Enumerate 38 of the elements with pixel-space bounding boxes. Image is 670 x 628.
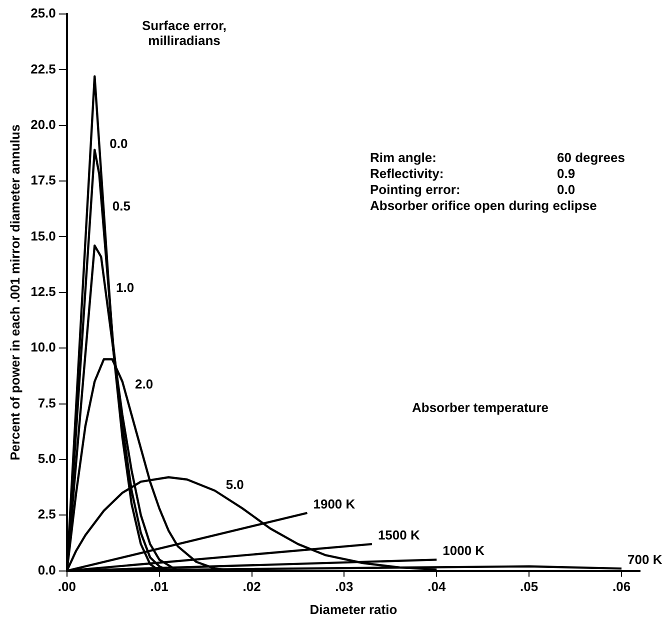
y-tick-label: 20.0 [30, 116, 56, 132]
series-label: 0.5 [112, 198, 130, 214]
annotation: Reflectivity: [370, 166, 444, 181]
series-label: 1000 K [442, 543, 486, 558]
y-axis-title: Percent of power in each .001 mirror diameter annulus [7, 124, 22, 460]
y-tick-label: 10.0 [30, 340, 56, 355]
y-tick-label: 2.5 [38, 506, 56, 522]
series-label: 1900 K [313, 496, 356, 512]
series-label: 2.0 [134, 376, 154, 392]
annotation: 0.0 [557, 182, 576, 197]
y-tick-label: 0.0 [38, 562, 56, 578]
annotation: 60 degrees [557, 150, 625, 165]
annotation: 0.9 [557, 166, 576, 181]
annotation: Surface error, milliradians [142, 18, 227, 48]
annotation: Pointing error: [370, 182, 460, 197]
series-label: 0.0 [110, 136, 128, 152]
annotation: Absorber temperature [412, 400, 549, 415]
y-tick-label: 22.5 [30, 61, 56, 76]
x-tick-label: .05 [520, 579, 538, 594]
series-label: 1500 K [378, 528, 420, 543]
y-tick-label: 17.5 [30, 172, 56, 188]
x-tick-label: .02 [242, 579, 261, 594]
y-tick-label: 5.0 [38, 451, 56, 466]
x-tick-label: .00 [58, 579, 76, 594]
y-tick-label: 12.5 [30, 284, 56, 299]
x-axis-title: Diameter ratio [310, 602, 398, 617]
series-label: 700 K [628, 552, 663, 568]
series-label: 1.0 [116, 280, 134, 295]
x-tick-label: .06 [612, 579, 631, 594]
annotation: Rim angle: [370, 150, 436, 165]
y-tick-label: 7.5 [38, 395, 56, 410]
x-tick-label: .01 [150, 579, 168, 594]
y-tick-label: 25.0 [30, 6, 56, 21]
x-tick-label: .03 [335, 579, 354, 594]
series-label: 5.0 [226, 476, 244, 492]
x-tick-label: .04 [428, 579, 446, 594]
y-tick-label: 15.0 [30, 228, 56, 244]
annotation: Absorber orifice open during eclipse [370, 198, 597, 213]
